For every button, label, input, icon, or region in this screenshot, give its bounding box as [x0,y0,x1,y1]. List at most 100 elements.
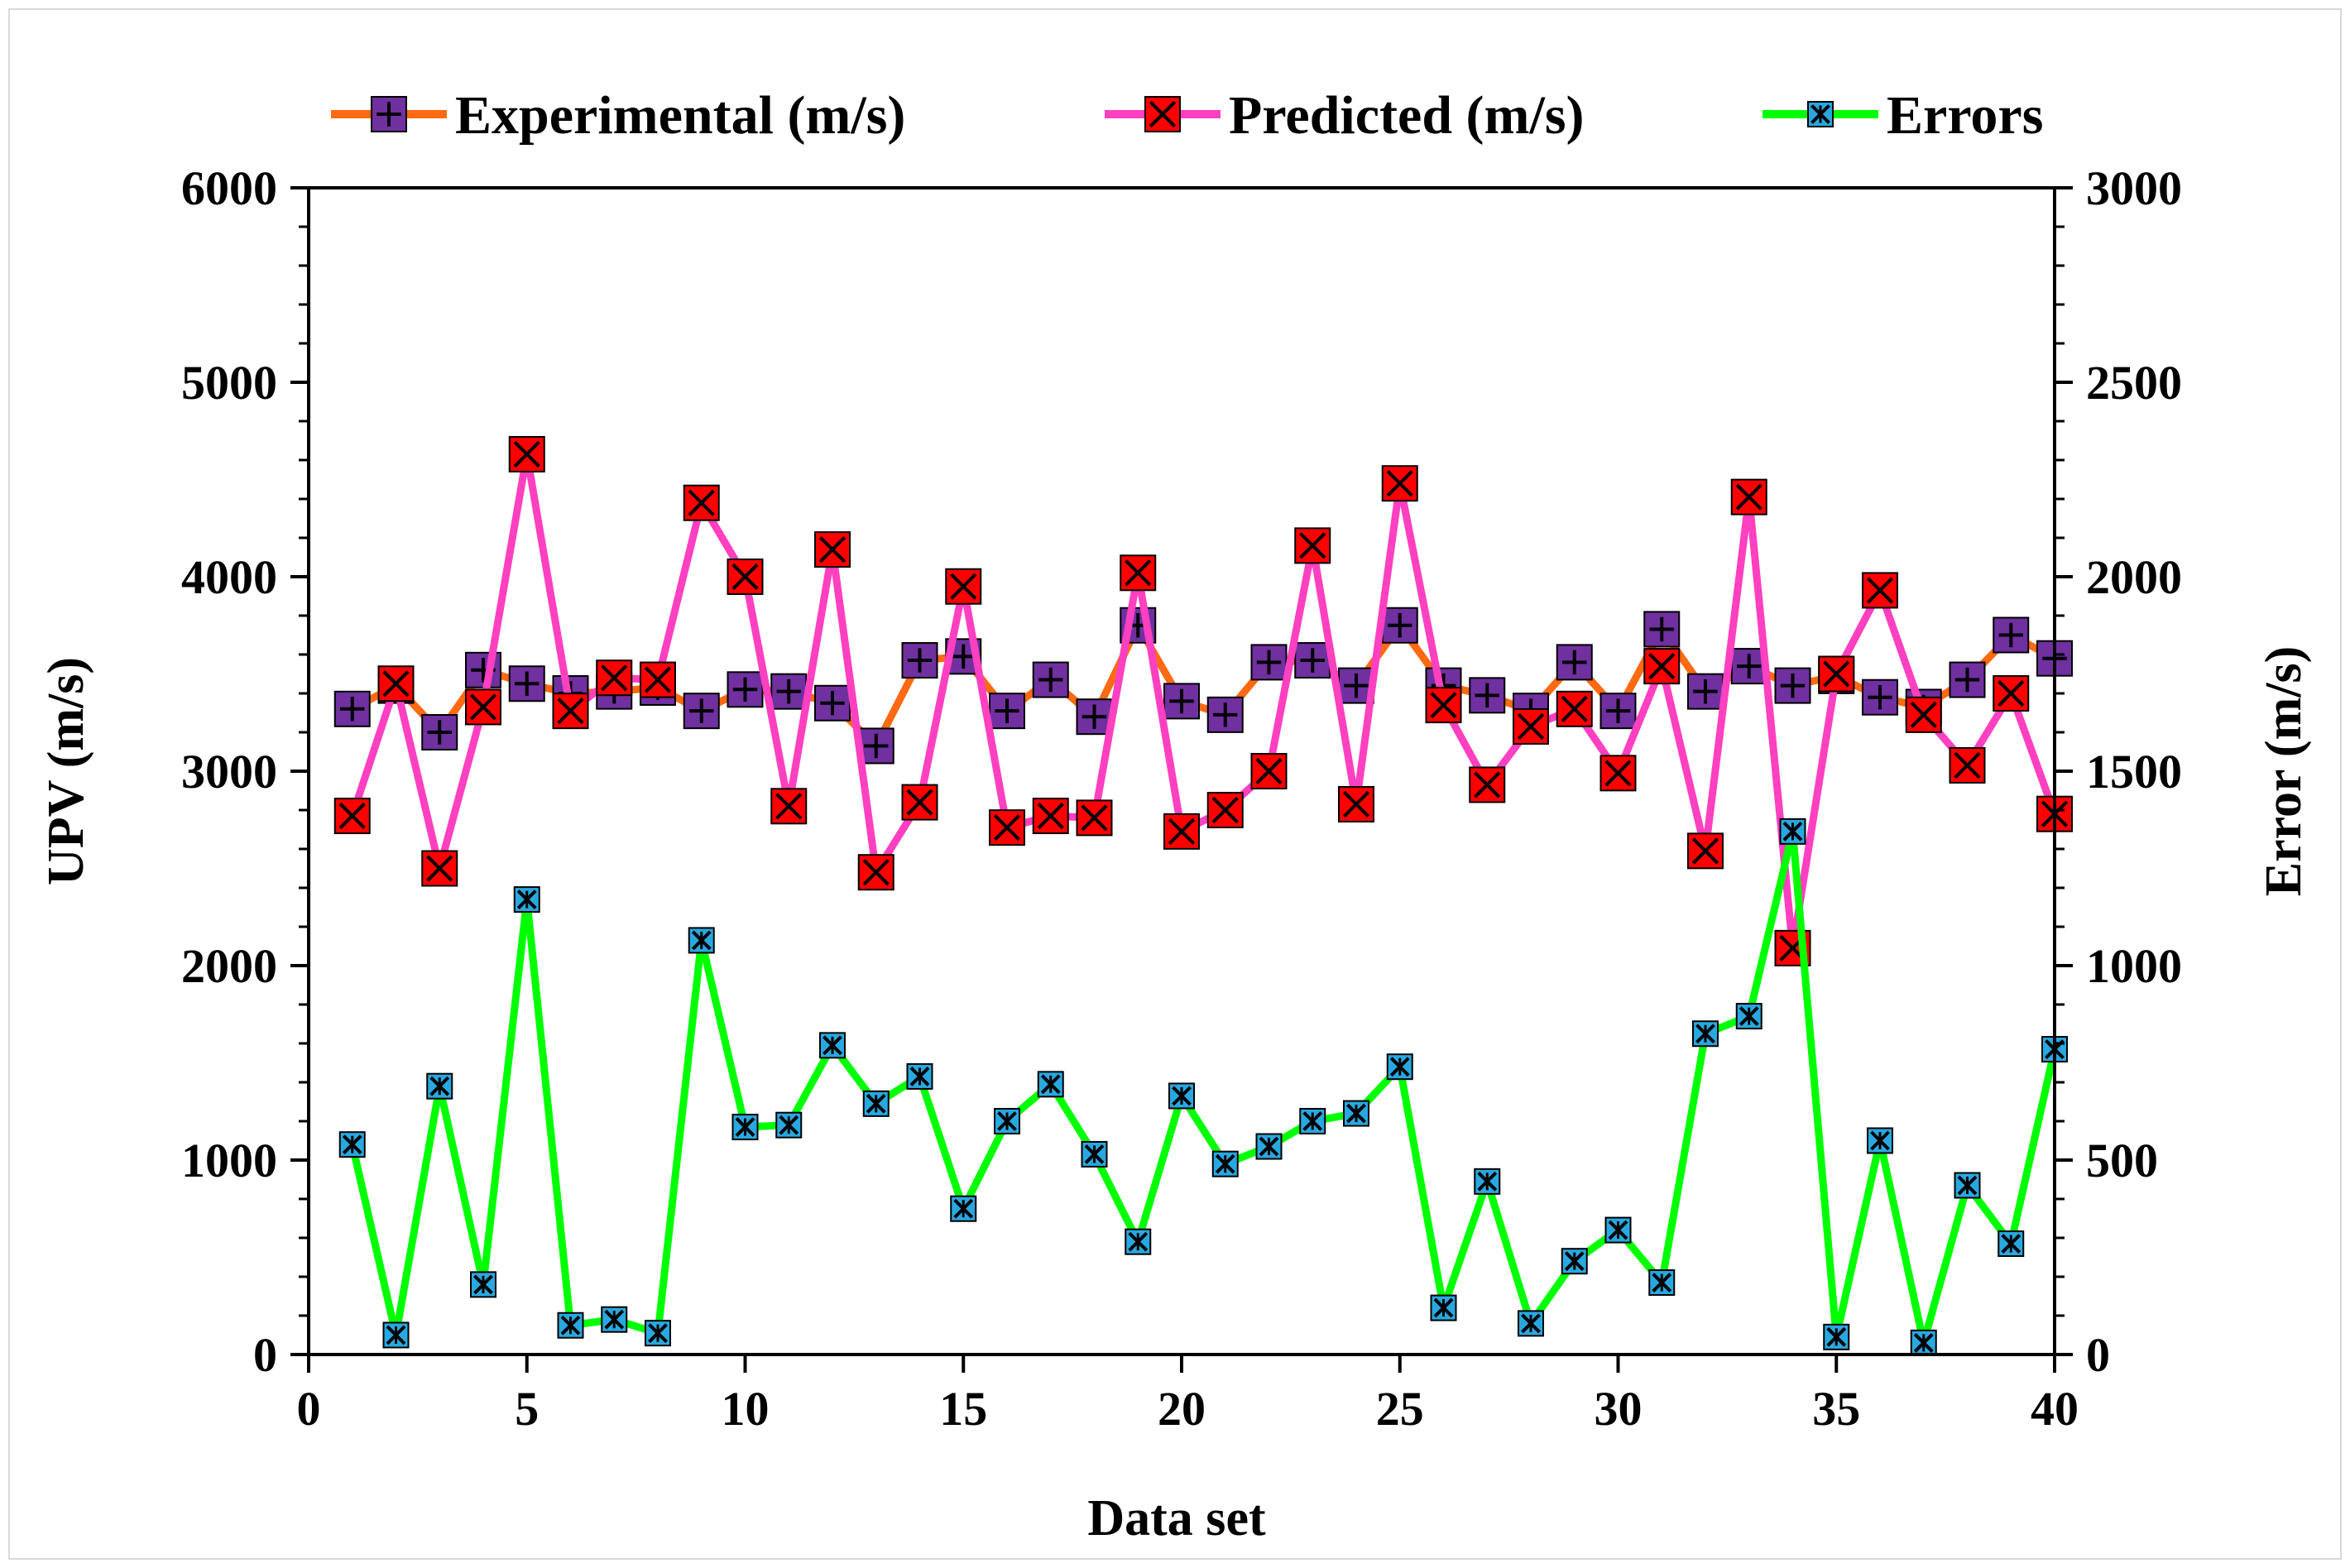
data-point [1599,693,1637,730]
legend-swatch-marker-glyph [1149,100,1177,128]
data-point [1774,667,1811,704]
axes-layer: 0 5 10 15 20 25 30 35 40010002000300040005000600… [181,161,2182,1436]
y2-tick-label: 0 [2086,1328,2110,1382]
data-point [819,1032,846,1059]
data-point [1120,554,1157,592]
data-point [552,693,589,730]
data-point [727,671,764,708]
data-point [814,684,851,722]
legend-label: Experimental (m/s) [455,85,905,146]
data-point [1867,1127,1893,1154]
x-tick-label: 0 [297,1382,321,1436]
series-line [348,450,2059,952]
y-tick-label: 1000 [181,1134,277,1187]
data-point [1643,648,1681,685]
data-point-glyph [950,573,977,600]
data-point [513,886,540,913]
data-point-glyph [1474,771,1501,798]
data-point [1163,683,1200,720]
data-point [1211,1150,1239,1177]
data-point [814,531,851,568]
data-point [1561,1248,1588,1275]
data-point [1299,1108,1326,1134]
data-point [338,1131,366,1158]
data-point [906,1062,933,1090]
series-3 [338,818,2068,1356]
x-tick-label: 25 [1376,1382,1424,1436]
data-point [1556,690,1593,727]
data-point-glyph [1211,796,1239,824]
y-axis-title: UPV (m/s) [38,657,94,885]
data-point [1168,1082,1195,1110]
y-tick-label: 0 [253,1328,277,1382]
x-tick-label: 10 [722,1382,770,1436]
data-point [1338,785,1374,822]
data-point [333,798,371,835]
data-point-glyph [688,489,715,516]
y2-tick-label: 2000 [2086,550,2182,604]
data-point [727,559,764,595]
series-layer [333,435,2073,1356]
data-point [989,693,1025,730]
data-point-glyph [1954,751,1981,779]
data-point [640,661,676,698]
data-point [1779,818,1806,845]
data-point [465,688,501,726]
x-tick-label: 20 [1158,1382,1206,1436]
legend-item: Errors [1762,85,2043,146]
data-point [1430,1294,1457,1321]
data-point-glyph [775,793,803,820]
data-point [1163,813,1200,850]
data-point [1469,677,1506,714]
data-point [994,1108,1020,1134]
data-point [1993,675,2030,712]
data-point-glyph [1648,652,1676,680]
data-point [1250,753,1288,789]
data-point [426,1072,453,1100]
data-point [1949,746,1986,784]
data-point [1469,766,1506,803]
data-point-glyph [1386,470,1413,497]
data-point [731,1114,759,1141]
data-point-glyph [1735,483,1762,511]
data-point [1513,707,1549,745]
legend-label: Predicted (m/s) [1229,85,1584,146]
data-point [601,1306,628,1333]
x-tick-label: 40 [2031,1382,2079,1436]
data-point-glyph [644,666,672,693]
legend-item: Experimental (m/s) [331,85,905,146]
data-point [683,484,720,521]
series-2 [333,435,2073,966]
legend-swatch-marker [1144,96,1181,132]
x-tick-label: 15 [939,1382,987,1436]
data-point [1862,679,1898,716]
data-point-glyph [382,670,410,698]
data-point-glyph [1342,790,1370,818]
legend-label: Errors [1887,85,2043,146]
data-point-glyph [1125,559,1152,587]
data-point-glyph [1517,712,1545,741]
data-point [1206,696,1244,733]
data-point [1294,642,1331,679]
data-point [1381,607,1418,644]
data-point [645,1320,671,1347]
data-point [950,1195,977,1222]
data-point [1076,799,1113,837]
y2-tick-label: 1000 [2086,939,2182,993]
y2-axis-title: Error (m/s) [2256,646,2312,896]
y2-tick-label: 500 [2086,1134,2158,1187]
data-point-glyph [1998,679,2025,707]
data-point [508,435,545,472]
chart-frame [8,8,2342,1560]
data-point-glyph [338,802,366,830]
data-point [1081,1140,1108,1168]
data-point [1687,832,1724,870]
data-point [1294,527,1331,564]
y-tick-label: 3000 [181,745,277,798]
legend-swatch-marker [371,96,407,132]
data-point [1949,661,1986,698]
data-point [1206,792,1244,828]
data-point-glyph [557,698,584,725]
data-point [945,568,982,605]
data-point [1823,1323,1850,1350]
